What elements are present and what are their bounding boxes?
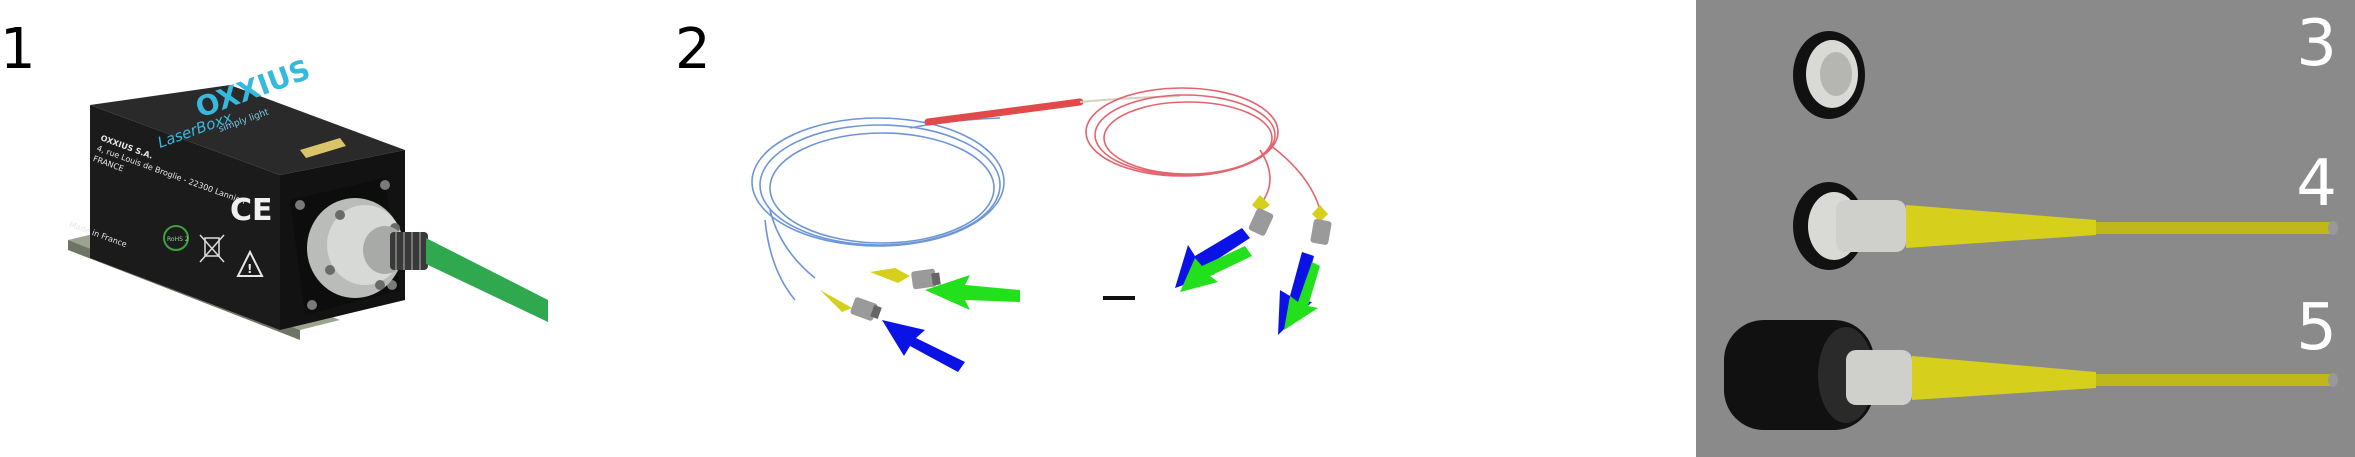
- output-arrow-1: [1175, 228, 1252, 292]
- red-fiber-coil: [1085, 87, 1321, 211]
- panel-3-photo: 3 4 5: [1696, 0, 2355, 457]
- fiber-connector: [390, 232, 428, 270]
- laser-module-illustration: OXXIUS simply light LaserBoxx OXXIUS S.A…: [68, 53, 548, 340]
- combiner-tube: [924, 98, 1084, 126]
- bare-port: [1793, 31, 1865, 119]
- fiber-ports-photo: [1696, 0, 2355, 457]
- panel-2-number: 2: [675, 17, 711, 82]
- panel-1-number: 1: [0, 17, 36, 82]
- blue-fiber-coil: [751, 117, 1005, 301]
- warning-label: [300, 138, 346, 158]
- minus-sign: [1103, 296, 1135, 300]
- output-connector-1: [1248, 195, 1274, 236]
- weee-bin-icon: [199, 234, 225, 263]
- fiber-combiner-illustration: [751, 87, 1332, 372]
- yellow-fiber-boot-5: [1912, 356, 2096, 400]
- green-input-arrow: [925, 275, 1020, 310]
- rohs-icon: RoHS 2: [163, 225, 189, 251]
- warning-triangle-icon: !: [236, 249, 264, 277]
- panel-4-number: 4: [2296, 147, 2337, 221]
- panel-1: 1 OXXIUS simply light LaserBoxx OXXIUS S…: [0, 0, 620, 457]
- laser-box-body: [90, 105, 280, 330]
- input-connector-2: [820, 290, 882, 321]
- port-with-fiber: [1793, 182, 2338, 270]
- output-arrow-2-green: [1284, 262, 1320, 330]
- panel-2: 2: [620, 0, 1696, 457]
- green-fiber-cable: [426, 238, 548, 322]
- panel-5-number: 5: [2296, 291, 2337, 365]
- rohs-mark: RoHS 2: [167, 236, 189, 243]
- svg-text:!: !: [247, 262, 252, 276]
- output-connector-2: [1310, 205, 1332, 245]
- blue-input-arrow: [882, 320, 965, 372]
- sleeved-port-with-fiber: [1724, 320, 2338, 430]
- input-connector-1: [870, 268, 941, 290]
- panel-3-number: 3: [2296, 7, 2337, 81]
- ce-mark: CE: [230, 193, 273, 228]
- yellow-fiber-boot-4: [1906, 205, 2096, 248]
